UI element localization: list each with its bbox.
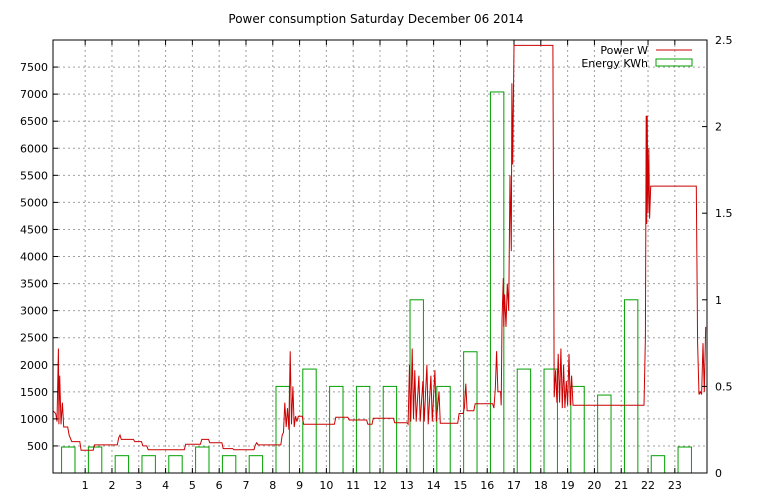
energy-bar [382,385,398,474]
energy-bars [61,91,692,474]
y-tick-label: 1000 [20,413,48,426]
y-tick-label: 2500 [20,332,48,345]
x-tick-label: 20 [587,479,601,492]
legend-swatch-energy [655,58,693,67]
energy-bar [543,368,558,474]
x-tick-label: 8 [269,479,276,492]
x-tick-label: 6 [216,479,223,492]
energy-bar [489,91,505,474]
y2-tick-label: 1.5 [715,207,733,220]
plot-frame [52,39,708,474]
energy-bar [463,351,478,474]
energy-bar [168,455,183,474]
energy-bar [516,368,532,474]
y-tick-label: 5000 [20,196,48,209]
y-tick-label: 1500 [20,386,48,399]
energy-bar [329,385,344,474]
y-tick-label: 2000 [20,359,48,372]
y2-tick-label: 2.5 [715,34,733,47]
x-tick-label: 1 [82,479,89,492]
x-tick-label: 4 [162,479,169,492]
energy-bar [597,394,612,474]
y-tick-label: 5500 [20,169,48,182]
x-tick-label: 13 [400,479,414,492]
grid-lines [53,40,707,473]
x-tick-label: 17 [507,479,521,492]
energy-bar [87,446,103,474]
x-tick-label: 19 [561,479,575,492]
y2-tick-label: 0 [715,467,722,480]
y-tick-label: 6500 [20,115,48,128]
energy-bar [141,455,156,474]
x-tick-label: 14 [427,479,441,492]
y-tick-label: 4500 [20,223,48,236]
energy-bar [61,446,76,474]
energy-bar [114,455,130,474]
x-tick-label: 16 [480,479,494,492]
x-tick-label: 11 [346,479,360,492]
x-tick-label: 3 [135,479,142,492]
x-tick-label: 2 [108,479,115,492]
energy-bar [302,368,317,474]
x-tick-label: 7 [242,479,249,492]
y-tick-label: 7500 [20,61,48,74]
x-tick-label: 23 [668,479,682,492]
y2-tick-label: 0.5 [715,380,733,393]
x-tick-label: 18 [534,479,548,492]
x-tick-label: 9 [296,479,303,492]
x-tick-label: 21 [614,479,628,492]
y-tick-label: 3000 [20,305,48,318]
energy-bar [275,385,290,474]
energy-bar [221,455,237,474]
power-line-path [52,44,707,451]
energy-bar [677,446,692,474]
power-line [52,44,707,451]
x-tick-label: 10 [319,479,333,492]
y-tick-label: 3500 [20,278,48,291]
energy-bar [248,455,264,474]
axes: 500 1000 1500 2000 2500 3000 3500 4000 4500 5000 5… [20,34,733,492]
energy-bar [195,446,210,474]
x-tick-label: 15 [453,479,467,492]
y-tick-label: 500 [27,440,48,453]
y-tick-label: 7000 [20,88,48,101]
y2-tick-label: 1 [715,294,722,307]
x-tick-label: 5 [189,479,196,492]
x-tick-label: 12 [373,479,387,492]
chart-title: Power consumption Saturday December 06 2… [228,12,523,26]
energy-bar [355,385,371,474]
x-tick-label: 22 [641,479,655,492]
energy-bar [650,455,666,474]
y-tick-label: 6000 [20,142,48,155]
energy-bar [623,299,639,474]
legend-label-power: Power W [600,44,648,57]
y-tick-label: 4000 [20,251,48,264]
energy-bar [409,299,424,474]
y2-tick-label: 2 [715,121,722,134]
legend-label-energy: Energy KWh [581,57,648,70]
